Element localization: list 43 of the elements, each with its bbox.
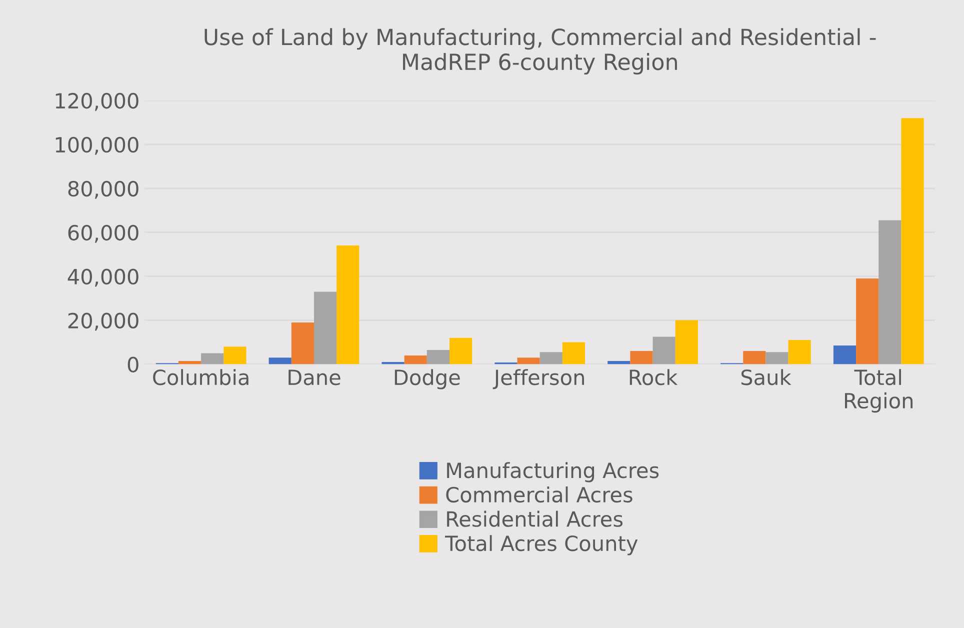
bar	[788, 340, 811, 364]
legend-label: Commercial Acres	[446, 486, 632, 503]
bar	[901, 118, 924, 364]
y-tick-label: 120,000	[56, 92, 138, 111]
x-tick-label: Jefferson	[492, 369, 584, 390]
legend-label: Total Acres County	[444, 535, 638, 556]
bar	[833, 346, 856, 364]
x-tick-label: Columbia	[153, 369, 248, 386]
bar	[178, 360, 202, 364]
bar	[336, 246, 360, 364]
bar	[517, 358, 540, 364]
bar	[224, 346, 246, 364]
bar	[856, 278, 879, 364]
x-tick-label: Sauk	[741, 369, 792, 386]
bar	[766, 352, 788, 364]
bar	[608, 360, 630, 364]
bar	[743, 351, 766, 364]
y-tick-label: 20,000	[68, 312, 138, 331]
bar	[562, 342, 586, 364]
bar	[291, 322, 314, 364]
x-tick-label: Rock	[630, 369, 678, 386]
y-tick-label: 60,000	[68, 224, 138, 243]
chart-title: Use of Land by Manufacturing, Commercial and Residential - MadREP 6-county Region	[204, 28, 876, 75]
y-tick-label: 80,000	[68, 180, 138, 199]
x-tick-label: Total Region	[845, 369, 913, 413]
legend-label: Residential Acres	[447, 510, 623, 527]
y-tick-label: 40,000	[68, 268, 138, 287]
bar	[426, 350, 450, 364]
y-tick-label: 100,000	[56, 136, 138, 155]
bar	[540, 352, 562, 364]
bar	[630, 351, 653, 364]
y-tick-label: 0	[128, 356, 138, 372]
bar	[652, 336, 676, 364]
bar	[450, 338, 472, 364]
bar	[268, 358, 292, 364]
bar	[675, 320, 698, 364]
bar	[878, 220, 902, 364]
x-tick-label: Dodge	[394, 369, 460, 390]
bar	[314, 292, 337, 364]
bar	[201, 353, 224, 364]
x-tick-label: Dane	[288, 370, 340, 386]
legend-label: Manufacturing Acres	[447, 462, 659, 482]
bar	[404, 355, 427, 364]
